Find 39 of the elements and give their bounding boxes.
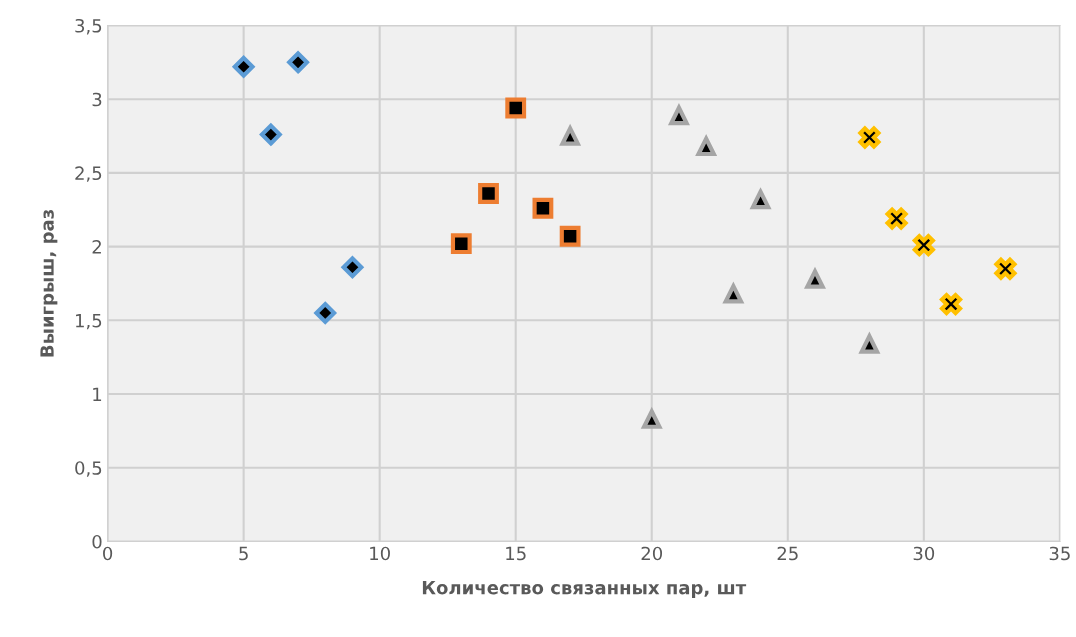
point (912, 234, 935, 257)
point (314, 302, 337, 324)
point (232, 55, 255, 78)
point (450, 233, 472, 255)
point (259, 123, 282, 146)
x-tick-label: 10 (370, 546, 390, 561)
y-tick-label: 1 (93, 387, 102, 401)
x-tick-label: 15 (506, 546, 526, 561)
y-tick-label: 3,5 (75, 18, 102, 35)
y-axis-title: Выигрыш, раз (40, 209, 58, 357)
y-tick-label: 0 (92, 534, 102, 549)
point (478, 183, 499, 204)
x-tick-label: 0 (103, 546, 113, 561)
point (668, 103, 690, 126)
x-tick-label: 30 (913, 546, 935, 561)
y-tick-label: 0,5 (75, 461, 102, 477)
x-axis-title: Количество связанных пар, шт (422, 581, 747, 598)
point (341, 256, 364, 279)
point (560, 126, 580, 146)
x-tick-label: 5 (239, 546, 248, 561)
x-tick-label: 20 (641, 546, 663, 561)
point (642, 409, 662, 429)
point (858, 126, 881, 149)
point (287, 51, 309, 74)
x-tick-label: 35 (1049, 546, 1070, 561)
point (939, 292, 963, 316)
point (805, 269, 825, 289)
x-tick-label: 25 (777, 546, 798, 561)
y-tick-label: 2,5 (75, 166, 102, 182)
point (994, 257, 1017, 280)
point (749, 187, 772, 210)
y-tick-label: 3 (92, 92, 102, 107)
point (885, 207, 908, 230)
point (559, 225, 581, 247)
point (695, 134, 717, 157)
y-tick-label: 1,5 (76, 314, 102, 330)
y-tick-label: 2 (92, 240, 101, 254)
point (532, 197, 554, 219)
point (505, 97, 527, 119)
